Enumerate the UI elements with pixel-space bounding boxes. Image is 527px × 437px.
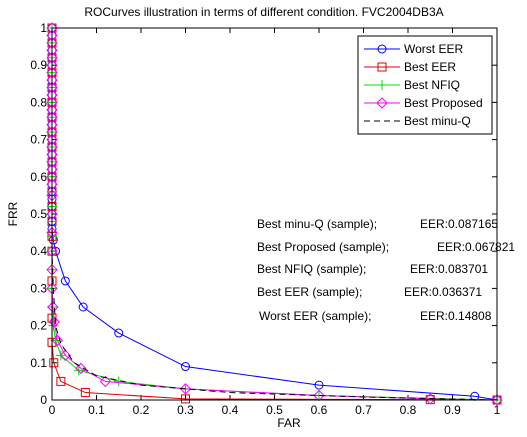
legend-item: Best Proposed xyxy=(364,96,483,110)
x-axis-label: FAR xyxy=(277,416,301,430)
annotation-worst-eer: EER:0.14808 xyxy=(420,309,492,323)
data-point xyxy=(48,316,60,328)
legend-label: Best minu-Q xyxy=(404,114,471,128)
data-point xyxy=(56,376,66,386)
legend-item: Best EER xyxy=(364,60,456,74)
annotation-block: Best minu-Q (sample); EER:0.087165 Best … xyxy=(257,217,515,323)
y-tick-label: 0.1 xyxy=(30,356,47,370)
y-tick-label: 0.8 xyxy=(30,95,47,109)
data-point xyxy=(78,302,88,312)
data-point xyxy=(491,394,503,406)
legend-item: Best NFIQ xyxy=(364,78,460,92)
data-point xyxy=(424,393,436,405)
legend-marker xyxy=(377,80,387,90)
annotation-nfiq-label: Best NFIQ (sample); xyxy=(257,262,366,276)
plot-area-frame xyxy=(51,27,498,401)
annotation-proposed-label: Best Proposed (sample); xyxy=(257,240,389,254)
legend-marker xyxy=(377,44,387,54)
data-point xyxy=(60,276,70,286)
data-point xyxy=(80,388,90,398)
x-tick-label: 0.9 xyxy=(444,403,461,417)
y-tick-label: 0.4 xyxy=(30,244,47,258)
x-tick-label: 0 xyxy=(49,403,56,417)
data-point xyxy=(114,328,124,338)
data-point xyxy=(49,358,59,368)
y-tick-label: 0.5 xyxy=(30,207,47,221)
legend-label: Best EER xyxy=(404,60,456,74)
data-point xyxy=(59,349,72,362)
legend-item: Best minu-Q xyxy=(364,114,471,128)
data-point xyxy=(314,380,324,390)
legend-item: Worst EER xyxy=(364,42,463,56)
data-point xyxy=(181,362,190,372)
x-tick-label: 0.8 xyxy=(400,403,417,417)
annotation-worst-label: Worst EER (sample); xyxy=(259,309,371,323)
data-point xyxy=(47,301,59,313)
x-tick-label: 0.4 xyxy=(222,403,239,417)
legend-marker xyxy=(376,97,388,109)
annotation-minuq-eer: EER:0.087165 xyxy=(420,217,498,231)
x-tick-label: 1 xyxy=(494,403,501,417)
x-tick-label: 0.1 xyxy=(88,403,105,417)
annotation-minuq-label: Best minu-Q (sample); xyxy=(257,217,377,231)
annotation-nfiq-eer: EER:0.083701 xyxy=(410,262,488,276)
data-point xyxy=(51,334,64,347)
y-tick-label: 1 xyxy=(40,21,47,35)
legend-label: Best Proposed xyxy=(404,96,483,110)
y-tick-label: 0.2 xyxy=(30,319,47,333)
x-tick-label: 0.3 xyxy=(177,403,194,417)
legend: Worst EER Best EER Best NFIQ Best Proposed B… xyxy=(357,35,493,135)
data-point xyxy=(99,375,112,388)
y-tick-label: 0.7 xyxy=(30,133,47,147)
y-tick-label: 0.9 xyxy=(30,58,47,72)
y-tick-label: 0 xyxy=(40,393,47,407)
legend-label: Best NFIQ xyxy=(404,78,460,92)
x-tick-label: 0.6 xyxy=(311,403,328,417)
x-tick-label: 0.5 xyxy=(266,403,283,417)
y-tick-label: 0.3 xyxy=(30,281,47,295)
y-axis-label: FRR xyxy=(6,201,20,226)
annotation-proposed-eer: EER:0.067821 xyxy=(437,240,515,254)
annotation-best-label: Best EER (sample); xyxy=(257,285,362,299)
legend-marker xyxy=(377,62,387,72)
data-point xyxy=(181,394,190,404)
data-point xyxy=(179,383,192,395)
x-tick-label: 0.7 xyxy=(355,403,372,417)
annotation-best-eer: EER:0.036371 xyxy=(404,285,482,299)
legend-label: Worst EER xyxy=(404,42,463,56)
y-tick-label: 0.6 xyxy=(30,170,47,184)
chart-title: ROCurves illustration in terms of differ… xyxy=(84,5,443,19)
data-point xyxy=(313,389,325,402)
x-tick-label: 0.2 xyxy=(133,403,150,417)
data-point xyxy=(75,362,87,375)
